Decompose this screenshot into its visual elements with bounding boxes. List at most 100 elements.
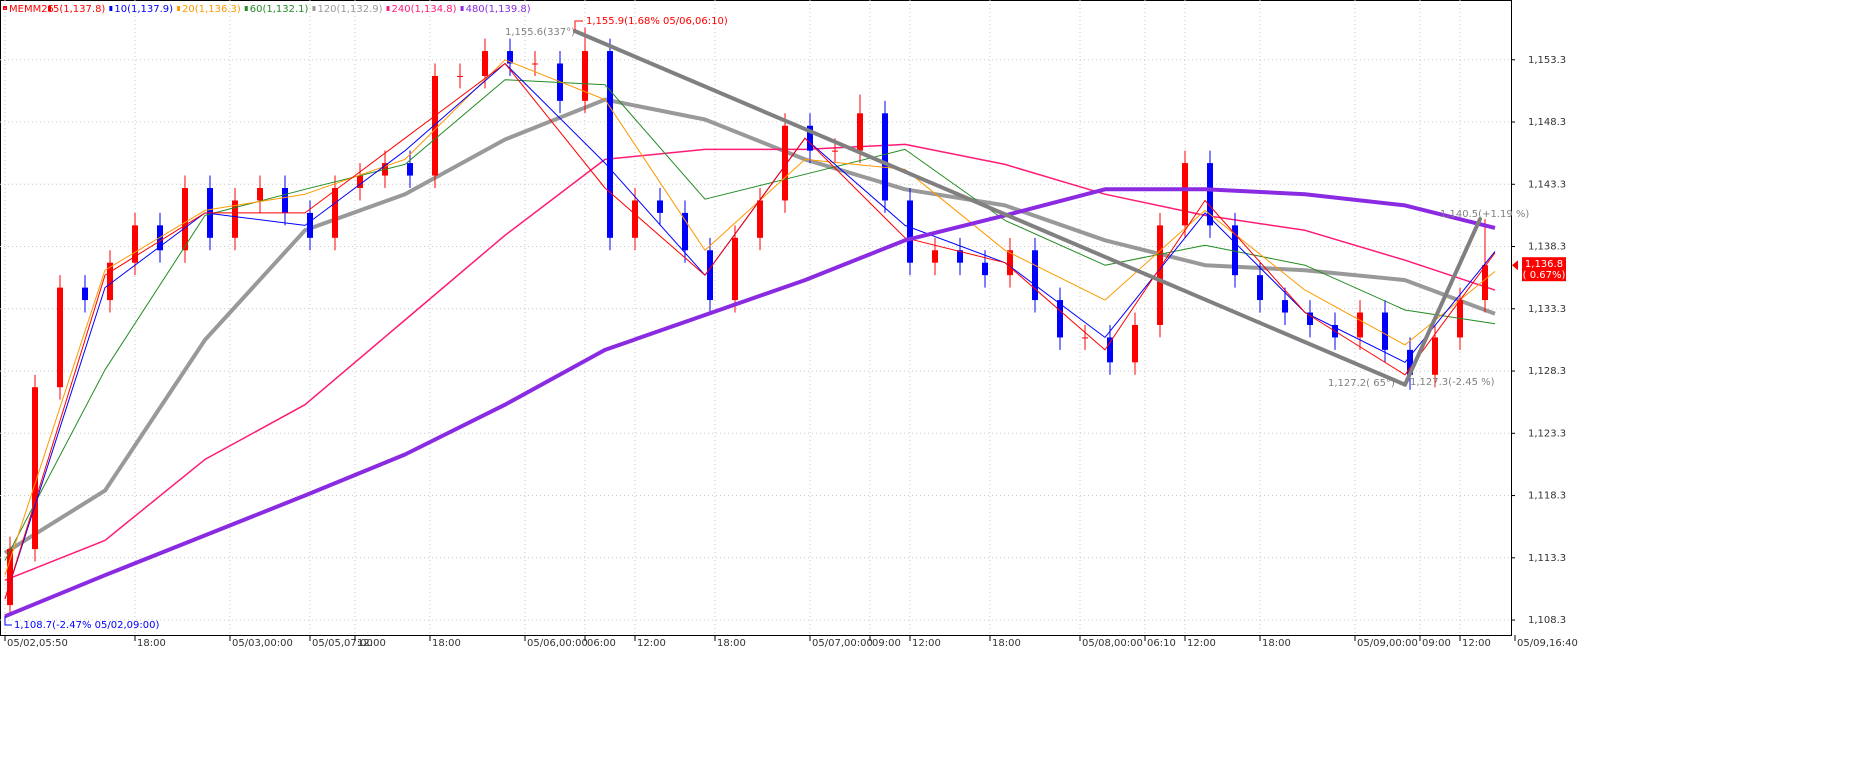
legend-label: 60(1,132.1) (250, 4, 309, 15)
legend-swatch (244, 6, 248, 11)
candle-body (407, 163, 413, 176)
candle-body (1432, 337, 1438, 375)
candle-body (1182, 163, 1188, 226)
x-tick-label: 05/02,05:50 (7, 638, 68, 649)
candle-body (1132, 324, 1138, 363)
x-tick-label: 05/09,16:40 (1517, 638, 1578, 649)
chart-title: MEMM25 (9, 4, 54, 15)
candle-body (907, 200, 913, 263)
candle-body (1257, 275, 1263, 301)
x-tick-label: 18:00 (432, 638, 461, 649)
x-tick-label: 05/05,07:00 (312, 638, 373, 649)
x-tick-label: 18:00 (992, 638, 1021, 649)
candle-body (1082, 337, 1088, 339)
candle-body (932, 250, 938, 263)
candle-body (82, 287, 88, 301)
x-tick-label: 05/07,00:00 (812, 638, 873, 649)
candle-body (532, 63, 538, 65)
candle-body (1007, 250, 1013, 276)
candle-body (882, 113, 888, 201)
candle-body (1307, 312, 1313, 325)
x-tick-label: 18:00 (717, 638, 746, 649)
candle-body (807, 125, 813, 151)
candle-body (1207, 163, 1213, 226)
ma-line (4, 143, 1496, 581)
annotation-bracket (4, 616, 12, 626)
annotation: 1,108.7(-2.47% 05/02,09:00) (14, 620, 159, 631)
trend-line (1403, 217, 1482, 387)
candle-body (1157, 225, 1163, 325)
y-tick-label: 1,128.3 (1528, 366, 1566, 377)
annotation: 1,140.5(+1.19 %) (1440, 209, 1529, 220)
legend-swatch (386, 6, 390, 11)
y-tick-label: 1,108.3 (1528, 615, 1566, 626)
candle-body (57, 287, 63, 388)
candle-body (607, 51, 613, 238)
x-tick-label: 06:00 (587, 638, 616, 649)
candle-body (7, 549, 13, 606)
last-price-change: ( 0.67%) (1523, 270, 1566, 281)
legend-label: 240(1,134.8) (392, 4, 457, 15)
y-tick-label: 1,153.3 (1528, 55, 1566, 66)
x-tick-label: 05/09,00:00 (1357, 638, 1418, 649)
legend-label: 120(1,132.9) (317, 4, 382, 15)
candle-body (732, 237, 738, 301)
y-tick-label: 1,123.3 (1528, 428, 1566, 439)
x-tick-label: 06:10 (1147, 638, 1176, 649)
x-tick-label: 18:00 (137, 638, 166, 649)
candle-body (357, 175, 363, 189)
legend-label: 5(1,137.8) (53, 4, 105, 15)
annotation: 1,127.3(-2.45 %) (1410, 377, 1495, 388)
candle-body (1382, 312, 1388, 350)
candle-body (107, 262, 113, 301)
candle-body (32, 387, 38, 550)
legend-swatch (312, 6, 316, 11)
legend-label: 480(1,139.8) (466, 4, 531, 15)
candle-body (1232, 225, 1238, 276)
annotation: 1,127.2( 65°) (1328, 378, 1395, 389)
candle-body (1407, 349, 1413, 375)
legend-label: 20(1,136.3) (182, 4, 241, 15)
x-tick-label: 05/06,00:00 (527, 638, 588, 649)
legend-swatch (109, 6, 113, 11)
x-tick-label: 05/03,00:00 (232, 638, 293, 649)
last-price-arrow (1512, 260, 1518, 271)
ma-line (4, 63, 1496, 600)
candle-body (857, 113, 863, 151)
candle-body (482, 51, 488, 76)
ma-line (4, 187, 1496, 619)
candle-body (682, 212, 688, 251)
candle-body (1482, 265, 1488, 301)
candle-body (782, 125, 788, 201)
candle-body (1357, 312, 1363, 338)
ma-line (3, 97, 1496, 555)
x-tick-label: 12:00 (912, 638, 941, 649)
candle-body (432, 75, 438, 176)
candle-body (632, 200, 638, 238)
candle-body (582, 51, 588, 101)
annotation: 1,155.9(1.68% 05/06,06:10) (586, 16, 728, 27)
x-tick-label: 12:00 (357, 638, 386, 649)
y-tick-label: 1,148.3 (1528, 117, 1566, 128)
x-tick-label: 09:00 (872, 638, 901, 649)
x-tick-label: 05/08,00:00 (1082, 638, 1143, 649)
annotation-bracket (574, 20, 583, 30)
x-tick-label: 12:00 (637, 638, 666, 649)
candle-body (182, 188, 188, 251)
last-price-label: 1,136.8 (1525, 259, 1563, 270)
candle-body (832, 150, 838, 152)
candle-body (1057, 300, 1063, 338)
candle-body (257, 188, 263, 201)
x-tick-label: 12:00 (1462, 638, 1491, 649)
candle-body (457, 75, 463, 77)
legend-swatch (48, 6, 51, 11)
legend-label: 10(1,137.9) (114, 4, 173, 15)
candle-body (657, 200, 663, 213)
candle-body (982, 262, 988, 276)
candle-body (332, 188, 338, 238)
legend-swatch (177, 6, 181, 11)
annotation: 1,155.6(337°) (505, 27, 575, 38)
candle-body (282, 188, 288, 213)
